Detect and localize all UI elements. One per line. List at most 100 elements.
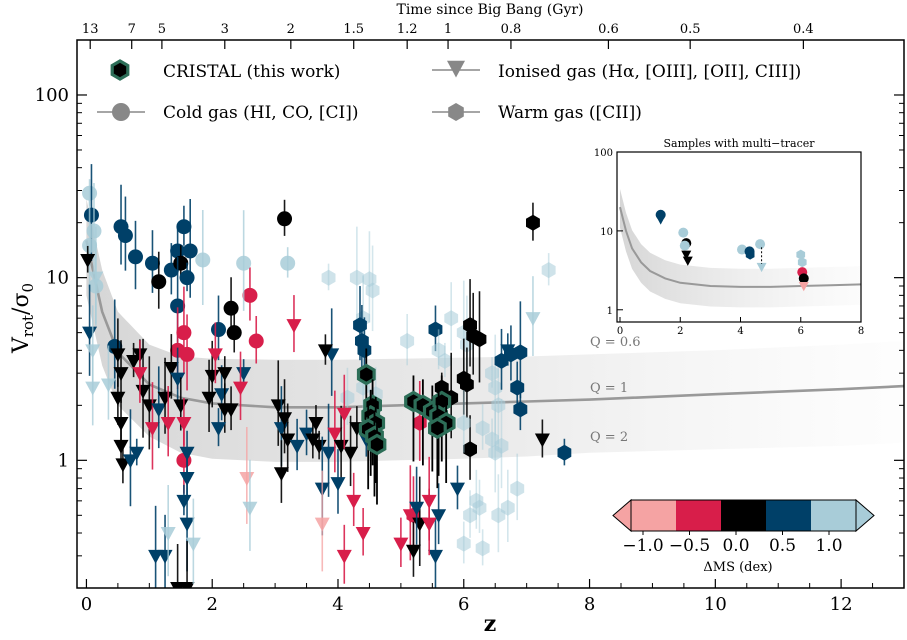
- data-point: [100, 378, 116, 393]
- data-point: [330, 477, 346, 492]
- data-point: [127, 249, 143, 265]
- legend-label-cristal: CRISTAL (this work): [163, 62, 340, 82]
- inset-data-point: [797, 257, 807, 268]
- data-point: [223, 403, 239, 418]
- data-point: [488, 444, 503, 461]
- colorbar-tick-label: −1.0: [622, 536, 663, 556]
- q-label-0: Q = 0.6: [590, 335, 641, 350]
- colorbar-extend-left: [612, 498, 632, 533]
- inset-axes: 0 2 4 6 8 1 10 100: [594, 148, 864, 337]
- data-point: [367, 433, 387, 456]
- y-tick-label: 1: [58, 450, 69, 471]
- data-point: [541, 262, 556, 279]
- y-tick-label: 100: [35, 85, 69, 106]
- data-point: [491, 397, 506, 414]
- data-point: [82, 326, 98, 341]
- data-point: [132, 367, 148, 382]
- data-point: [113, 439, 129, 454]
- inset-data-point: [798, 273, 809, 284]
- inset-frame: [616, 151, 862, 323]
- data-point: [176, 494, 192, 509]
- model-curve-q1: [85, 240, 904, 409]
- colorbar-label: ΔMS (dex): [703, 560, 772, 575]
- data-point: [513, 344, 528, 361]
- data-point: [317, 344, 333, 359]
- top-tick-label: 0.6: [598, 22, 619, 37]
- top-tick-label: 3: [221, 22, 229, 37]
- data-point: [80, 253, 96, 268]
- data-point: [336, 549, 352, 564]
- data-point: [115, 458, 131, 473]
- data-point: [557, 444, 572, 461]
- data-point: [185, 537, 201, 552]
- plot-frame: [76, 39, 905, 589]
- data-point: [160, 527, 176, 541]
- legend: CRISTAL (this work) Ionised gas (Hα, [OI…: [97, 59, 801, 123]
- legend-marker-cristal: [110, 59, 130, 81]
- data-point: [144, 255, 160, 271]
- top-tick-label: 1: [444, 22, 452, 37]
- data-point: [176, 219, 192, 235]
- data-point: [85, 381, 101, 396]
- x-tick-label: 12: [830, 594, 853, 615]
- colorbar-swatch: [811, 500, 856, 531]
- inset-data-point: [796, 249, 806, 260]
- data-point: [160, 417, 176, 431]
- data-point: [273, 467, 289, 482]
- data-point: [393, 537, 409, 552]
- data-point: [170, 372, 186, 387]
- data-point: [485, 365, 499, 382]
- colorbar-ticks: −1.0 −0.5 0.0 0.5 1.0: [622, 531, 843, 556]
- data-point: [176, 417, 192, 431]
- colorbar-swatch: [721, 500, 766, 531]
- data-point: [488, 379, 503, 396]
- data-point: [460, 376, 474, 393]
- colorbar-tick-label: 0.5: [769, 536, 796, 556]
- data-point: [526, 214, 540, 231]
- inset-data-point: [756, 262, 767, 273]
- inset-y-tick-label: 100: [594, 148, 613, 159]
- data-point: [321, 446, 337, 461]
- data-point: [129, 446, 145, 461]
- data-point: [211, 422, 227, 437]
- data-point: [409, 501, 425, 516]
- x-tick-label: 10: [704, 594, 727, 615]
- data-point: [336, 407, 352, 422]
- legend-marker-ionised: [432, 60, 480, 78]
- inset-x-tick-label: 2: [677, 326, 683, 337]
- inset-model-curve: [619, 206, 861, 288]
- data-point: [510, 480, 525, 497]
- data-point: [242, 501, 258, 516]
- data-point: [179, 270, 195, 286]
- data-point: [110, 391, 126, 406]
- data-point: [500, 344, 516, 359]
- data-point: [151, 274, 167, 290]
- legend-marker-cold: [97, 103, 145, 121]
- colorbar-swatch: [766, 500, 811, 531]
- data-point: [349, 269, 364, 286]
- inset-title: Samples with multi−tracer: [663, 137, 815, 150]
- legend-hexagon-icon: [110, 59, 130, 81]
- q-label-2: Q = 2: [590, 430, 628, 445]
- inset-x-tick-label: 6: [798, 326, 804, 337]
- top-tick-label: 2: [287, 22, 295, 37]
- data-point: [280, 433, 296, 448]
- colorbar: −1.0 −0.5 0.0 0.5 1.0 ΔMS (dex): [612, 498, 875, 575]
- data-point: [226, 325, 242, 341]
- data-point: [170, 298, 186, 314]
- top-tick-label: 0.8: [501, 22, 522, 37]
- colorbar-tick-label: −0.5: [669, 536, 710, 556]
- data-point: [449, 482, 465, 497]
- data-point: [83, 207, 99, 223]
- inset-points: [655, 209, 809, 292]
- inset-data-point: [755, 239, 766, 250]
- top-tick-label: 1.2: [397, 22, 418, 37]
- colorbar-frame: [630, 499, 857, 532]
- x-tick-label: 2: [206, 594, 217, 615]
- data-point: [355, 527, 371, 541]
- data-point: [157, 549, 173, 564]
- data-point: [321, 269, 336, 286]
- inset-x-tick-label: 8: [858, 326, 864, 337]
